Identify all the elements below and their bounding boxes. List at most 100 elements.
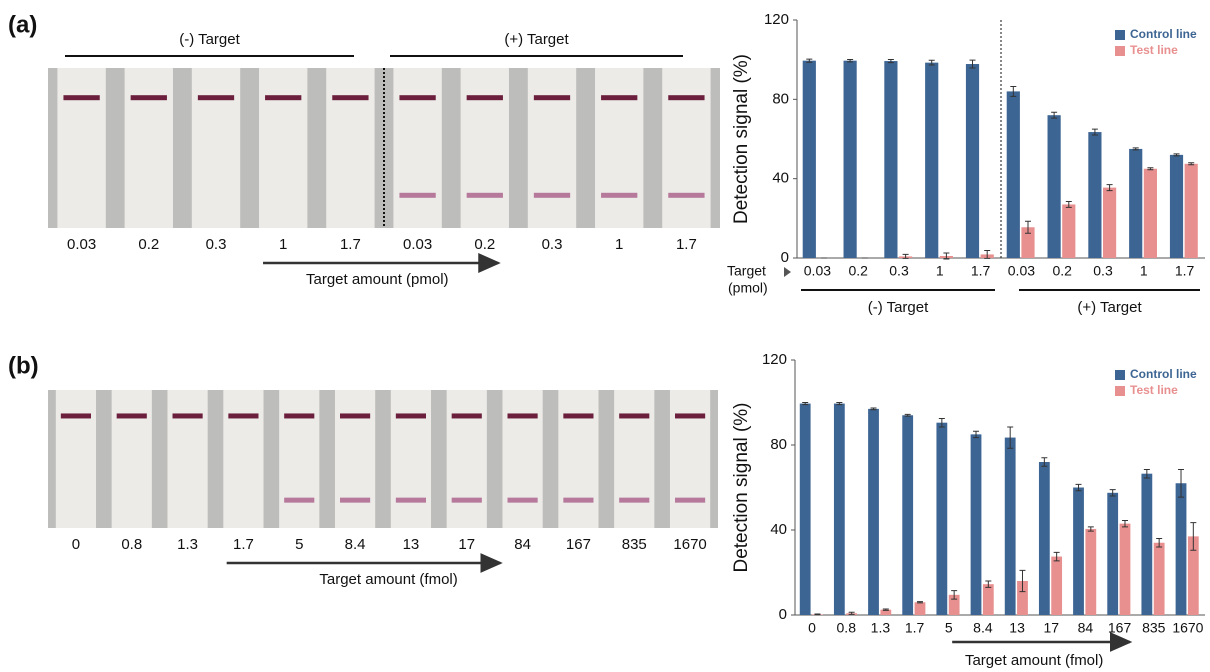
test-band (396, 498, 426, 503)
strip-label: 1 (279, 236, 287, 253)
y-tick-label: 40 (770, 521, 787, 538)
bar (983, 584, 994, 615)
bar (1107, 493, 1118, 615)
bar (1039, 462, 1050, 615)
test-band (668, 193, 704, 198)
bar (1085, 529, 1096, 615)
test-band (675, 498, 705, 503)
control-band (131, 95, 167, 100)
legend-label: Control line (1130, 27, 1197, 41)
x-tick-label: 0.3 (889, 263, 909, 279)
x-tick-label: 167 (1108, 620, 1132, 636)
control-band (332, 95, 368, 100)
bar (915, 602, 926, 615)
control-band (601, 95, 637, 100)
legend-label: Control line (1130, 367, 1197, 381)
bar (1154, 543, 1165, 615)
strip-label: 84 (514, 536, 531, 553)
test-band (452, 498, 482, 503)
x-tick-label: 0.2 (1052, 263, 1072, 279)
strip (670, 390, 710, 528)
y-tick-label: 0 (781, 249, 789, 266)
control-band (61, 413, 91, 418)
test-band (508, 498, 538, 503)
strip-label: 5 (295, 536, 303, 553)
bar (1088, 132, 1101, 258)
bar (844, 61, 857, 258)
x-tick-label: 0.3 (1093, 263, 1113, 279)
control-band (117, 413, 147, 418)
test-band (340, 498, 370, 503)
control-band (563, 413, 593, 418)
strip-label: 1.7 (340, 236, 361, 253)
error-bar (814, 614, 820, 615)
control-band (467, 95, 503, 100)
control-band (508, 413, 538, 418)
strip-label: 1 (615, 236, 623, 253)
strip (259, 68, 307, 228)
panel-label: (b) (8, 352, 39, 379)
bar (1144, 169, 1157, 258)
legend-swatch (1115, 46, 1125, 56)
strip (614, 390, 654, 528)
strip-label: 8.4 (345, 536, 366, 553)
x-tick-label: 1670 (1172, 620, 1203, 636)
x-axis-label: Target (727, 263, 766, 279)
bar (1048, 115, 1061, 258)
x-tick-label: 1.7 (1175, 263, 1195, 279)
x-tick-label: 1.3 (871, 620, 891, 636)
bar (936, 423, 947, 615)
strip-label: 0.2 (474, 236, 495, 253)
test-band (399, 193, 435, 198)
bar (1062, 204, 1075, 258)
test-band (563, 498, 593, 503)
strip-label: 0.03 (67, 236, 96, 253)
strip (595, 68, 643, 228)
figure: (a) (b) 0.03 0.2 0.3 1 1.7 0.03 0.2 0.3 1 1.7 (-) … (0, 0, 1210, 672)
strip-label: 0.3 (206, 236, 227, 253)
legend-label: Test line (1130, 383, 1178, 397)
x-tick-label: 13 (1009, 620, 1025, 636)
test-band (601, 193, 637, 198)
strip-label: 1.7 (233, 536, 254, 553)
panel-label: (a) (8, 11, 37, 38)
strip-label: 0.8 (121, 536, 142, 553)
control-band (198, 95, 234, 100)
x-axis-label: Target amount (fmol) (965, 652, 1103, 669)
group-label: (+) Target (1077, 299, 1142, 316)
x-tick-label: 5 (945, 620, 953, 636)
strip (192, 68, 240, 228)
strip (662, 68, 710, 228)
bar (966, 64, 979, 258)
bar (800, 404, 811, 615)
strip (223, 390, 263, 528)
bar (971, 434, 982, 615)
x-tick-label: 17 (1043, 620, 1059, 636)
group-label: (-) Target (179, 31, 240, 48)
strip (326, 68, 374, 228)
y-tick-label: 120 (764, 11, 789, 28)
axis-label: Target amount (pmol) (306, 271, 449, 288)
strip-label: 0.3 (542, 236, 563, 253)
group-label: (-) Target (868, 299, 929, 316)
strip-label: 0.03 (403, 236, 432, 253)
control-band (452, 413, 482, 418)
x-tick-label: 1 (936, 263, 944, 279)
control-band (228, 413, 258, 418)
strip (447, 390, 487, 528)
strip (125, 68, 173, 228)
y-tick-label: 0 (779, 606, 787, 623)
strip (56, 390, 96, 528)
bar (1073, 488, 1084, 616)
y-tick-label: 80 (770, 436, 787, 453)
strip-label: 1670 (673, 536, 706, 553)
x-tick-label: 1 (1140, 263, 1148, 279)
strip-label: 13 (403, 536, 420, 553)
control-band (396, 413, 426, 418)
bar (1007, 91, 1020, 258)
test-band (619, 498, 649, 503)
legend-swatch (1115, 386, 1125, 396)
strip (57, 68, 105, 228)
arrow-head (784, 267, 791, 277)
bar (902, 415, 913, 615)
